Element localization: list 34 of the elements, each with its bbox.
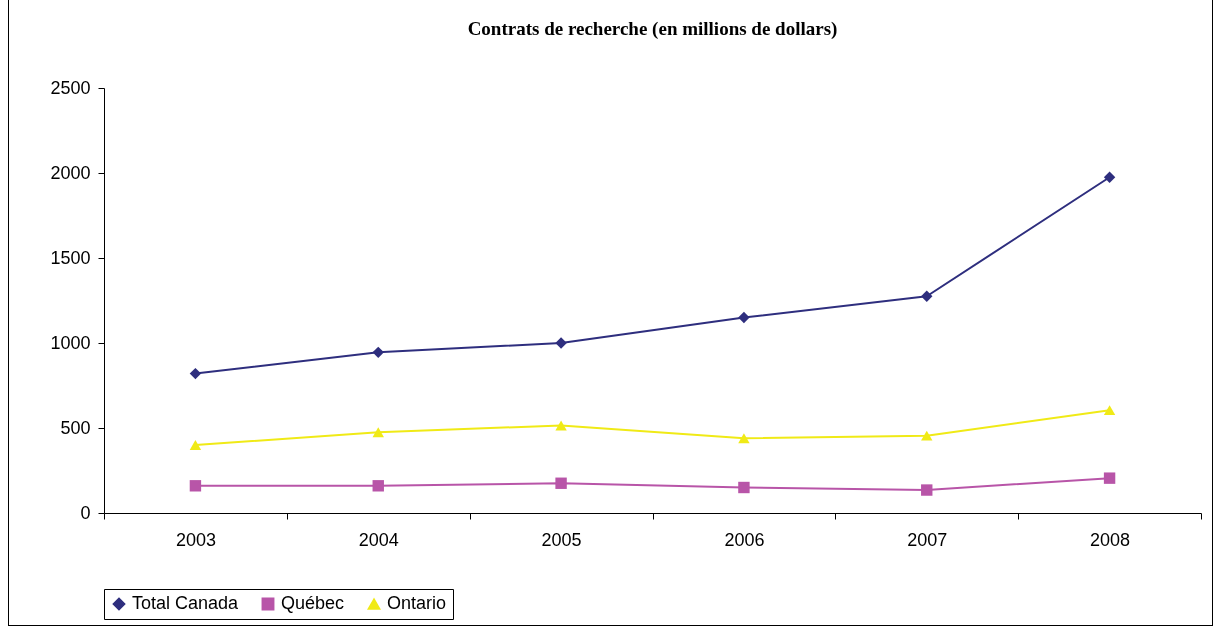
point <box>372 480 384 492</box>
point <box>555 477 567 489</box>
point <box>555 337 567 349</box>
point <box>738 481 750 494</box>
point <box>1103 405 1116 416</box>
x-tick-label: 2004 <box>358 529 399 550</box>
point <box>555 420 567 431</box>
legend-label: Total Canada <box>132 593 240 613</box>
y-tick-label: 1000 <box>50 332 91 353</box>
chart-title: Contrats de recherche (en millions de dollars) <box>467 18 838 40</box>
point <box>372 427 384 438</box>
point <box>921 290 933 302</box>
y-tick-label: 500 <box>60 417 91 438</box>
x-tick-label: 2003 <box>175 529 216 550</box>
y-tick-label: 1500 <box>50 247 91 268</box>
point <box>921 430 933 441</box>
x-tick-label: 2008 <box>1090 529 1131 550</box>
point <box>372 346 384 359</box>
x-tick-label: 2005 <box>541 529 582 550</box>
point <box>189 367 202 380</box>
x-tick-label: 2007 <box>907 529 948 550</box>
x-tick-label: 2006 <box>724 529 765 550</box>
point <box>1103 472 1116 484</box>
y-tick-label: 2000 <box>50 162 91 183</box>
point <box>921 484 933 496</box>
point <box>189 480 202 492</box>
point <box>738 433 750 444</box>
legend-label: Ontario <box>387 593 447 613</box>
point <box>189 440 202 450</box>
point <box>1103 171 1116 183</box>
y-tick-label: 0 <box>80 502 91 523</box>
y-tick-label: 2500 <box>50 77 91 98</box>
legend-label: Québec <box>281 593 345 613</box>
point <box>738 311 750 324</box>
